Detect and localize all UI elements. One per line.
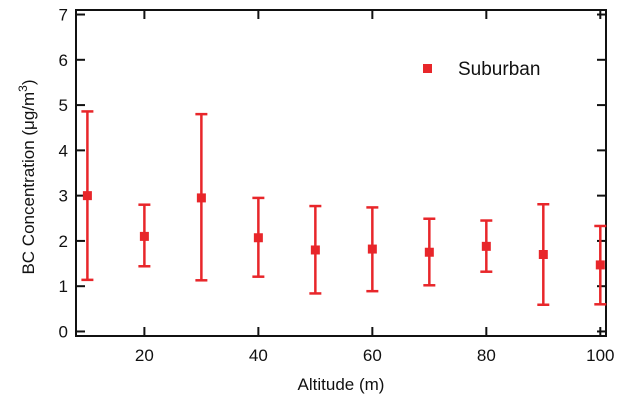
legend-label: Suburban	[458, 59, 540, 80]
x-tick-label: 80	[477, 346, 496, 365]
x-tick-label: 100	[586, 346, 614, 365]
x-tick-label: 40	[249, 346, 268, 365]
data-point	[310, 245, 320, 255]
data-point	[82, 191, 92, 201]
x-tick-label: 20	[135, 346, 154, 365]
axes: 0 1 2 3 4 5 6 7 20 40 60 80 100 Altitude (m) BC Concen…	[16, 6, 614, 394]
y-tick-label: 4	[59, 141, 68, 160]
y-tick-label: 0	[59, 322, 68, 341]
x-axis-title: Altitude (m)	[298, 375, 385, 394]
y-tick-label: 3	[59, 187, 68, 206]
y-tick-label: 6	[59, 51, 68, 70]
x-tick-label: 60	[363, 346, 382, 365]
data-point	[139, 231, 149, 241]
data-point	[424, 247, 434, 257]
series-layer	[81, 110, 607, 307]
data-point	[253, 233, 263, 243]
y-tick-label: 2	[59, 232, 68, 251]
plot-frame	[75, 9, 607, 337]
data-point	[367, 244, 377, 254]
data-point	[595, 260, 605, 270]
data-point	[481, 241, 491, 251]
y-tick-label: 1	[59, 277, 68, 296]
data-point	[196, 193, 206, 203]
y-tick-label: 7	[59, 6, 68, 25]
y-axis-title: BC Concentration (μg/m3)	[16, 79, 38, 274]
data-point	[538, 250, 548, 259]
legend: Suburban	[423, 59, 540, 80]
y-tick-label: 5	[59, 96, 68, 115]
legend-marker	[423, 64, 432, 73]
